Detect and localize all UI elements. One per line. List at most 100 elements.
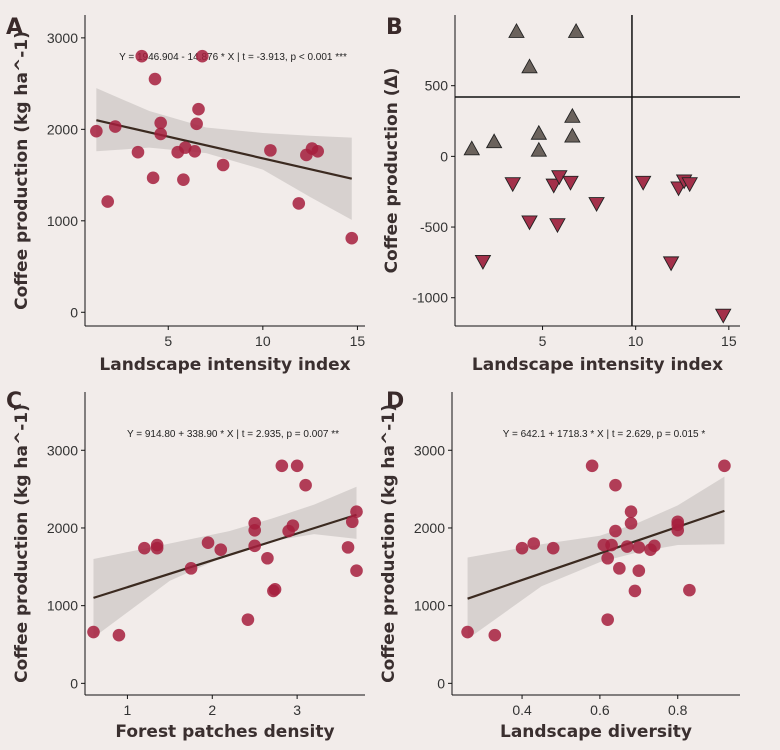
data-point: [624, 517, 638, 530]
y-axis-title: Coffee production (Δ): [382, 68, 402, 274]
data-point: [601, 551, 614, 565]
data-point: [131, 145, 145, 159]
data-point: [683, 583, 696, 597]
y-axis-title: Coffee production (kg ha^-1): [379, 404, 399, 683]
data-point: [632, 541, 646, 554]
triangle-down-point: [634, 175, 652, 191]
x-tick-label: 2: [208, 702, 216, 718]
data-point: [188, 144, 202, 158]
triangle-down-point: [521, 215, 538, 231]
data-point: [527, 537, 541, 550]
data-point: [648, 539, 661, 553]
y-axis-title: Coffee production (kg ha^-1): [12, 404, 32, 683]
regression-equation: Y = 642.1 + 1718.3 * X | t = 2.629, p = …: [503, 429, 706, 440]
x-tick-label: 3: [293, 702, 301, 718]
data-point: [154, 116, 167, 130]
data-point: [286, 519, 300, 532]
data-point: [609, 524, 622, 538]
x-tick-label: 5: [164, 333, 172, 349]
triangle-up-point: [564, 127, 581, 143]
y-tick-label: 0: [437, 675, 445, 691]
data-point: [461, 625, 474, 639]
data-point: [248, 517, 261, 530]
triangle-down-point: [562, 175, 579, 191]
y-tick-label: 3000: [414, 442, 445, 458]
data-point: [154, 127, 167, 141]
data-point: [90, 124, 103, 138]
y-tick-label: -1000: [412, 290, 448, 306]
data-point: [275, 459, 289, 473]
data-point: [148, 72, 162, 86]
data-point: [248, 539, 261, 553]
data-point: [135, 49, 149, 63]
data-point: [241, 613, 255, 626]
x-tick-label: 10: [628, 333, 644, 349]
data-point: [177, 173, 190, 186]
y-tick-label: 2000: [47, 520, 78, 536]
data-point: [609, 478, 622, 492]
triangle-down-point: [681, 177, 698, 193]
data-point: [488, 628, 502, 642]
regression-equation: Y = 1946.904 - 14.876 * X | t = -3.913, …: [119, 52, 347, 63]
panel-c: C 0 1000 2000 3000 1 2 3 Forest patches density C…: [6, 389, 365, 742]
x-tick-label: 0.8: [668, 702, 688, 718]
panel-letter: A: [6, 15, 23, 40]
data-point: [601, 613, 614, 626]
data-point: [515, 541, 529, 555]
triangle-up-point: [567, 23, 585, 38]
x-axis-title: Forest patches density: [115, 722, 334, 742]
triangle-up-point: [485, 133, 503, 149]
triangle-up-point: [530, 124, 548, 140]
data-point: [292, 197, 306, 210]
y-tick-label: 0: [70, 304, 78, 320]
x-tick-label: 10: [255, 333, 271, 349]
triangle-up-point: [463, 140, 481, 156]
data-point: [87, 625, 100, 639]
data-point: [184, 562, 198, 575]
data-point: [350, 505, 363, 518]
y-axis-title: Coffee production (kg ha^-1): [12, 31, 32, 310]
triangle-down-point: [474, 255, 492, 270]
data-point: [108, 120, 122, 133]
data-point: [112, 628, 126, 642]
confidence-band: [467, 476, 725, 640]
x-tick-label: 15: [721, 333, 737, 349]
y-tick-label: 2000: [47, 121, 78, 137]
triangle-down-point: [662, 256, 680, 272]
data-point: [101, 195, 115, 208]
data-point: [178, 141, 192, 154]
triangle-up-point: [564, 107, 581, 123]
panel-letter: B: [386, 15, 403, 40]
data-point: [192, 102, 205, 116]
panel-d: D 0 1000 2000 3000 0.4 0.6 0.8 Landscape diversi…: [379, 389, 740, 742]
data-point: [585, 459, 599, 473]
data-point: [620, 540, 634, 553]
triangle-up-point: [508, 23, 525, 38]
triangle-down-point: [714, 308, 732, 324]
data-point: [268, 583, 282, 596]
x-tick-label: 1: [124, 702, 132, 718]
triangle-down-point: [549, 218, 566, 234]
y-tick-label: 3000: [47, 30, 78, 46]
data-point: [341, 541, 355, 554]
data-point: [718, 459, 731, 473]
x-tick-label: 0.6: [590, 702, 610, 718]
x-axis-title: Landscape intensity index: [472, 355, 723, 375]
y-tick-label: 3000: [47, 442, 78, 458]
regression-line: [93, 513, 357, 599]
data-point: [195, 49, 209, 63]
data-point: [146, 171, 160, 185]
data-point: [150, 538, 164, 552]
data-point: [216, 158, 230, 172]
triangle-down-point: [588, 197, 605, 212]
y-tick-label: 1000: [414, 598, 445, 614]
triangle-up-point: [521, 58, 538, 74]
triangle-down-point: [545, 178, 562, 194]
regression-equation: Y = 914.80 + 338.90 * X | t = 2.935, p =…: [127, 429, 339, 440]
data-point: [624, 505, 638, 518]
triangle-down-point: [504, 177, 522, 193]
y-tick-label: 1000: [47, 213, 78, 229]
